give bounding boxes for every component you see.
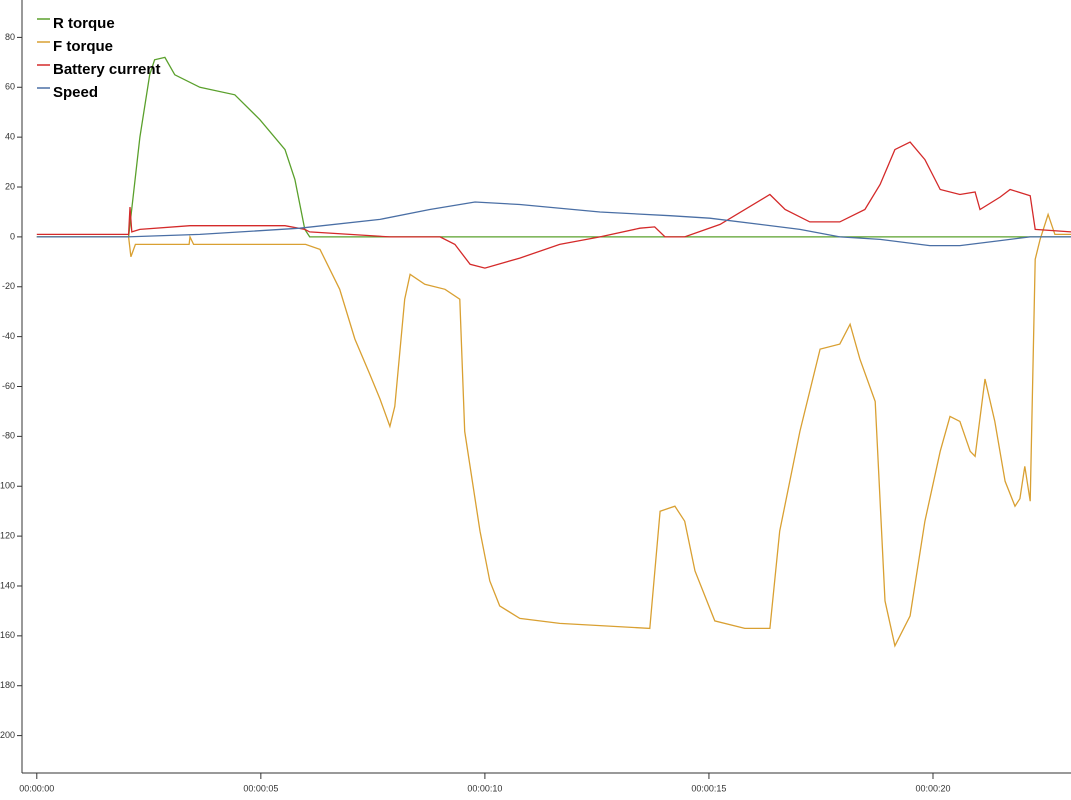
- legend-label: Speed: [53, 84, 98, 101]
- y-tick-label: -100: [0, 481, 15, 491]
- y-tick-label: -180: [0, 680, 15, 690]
- x-tick-label: 00:00:00: [19, 783, 54, 793]
- y-tick-label: 40: [5, 132, 15, 142]
- x-tick-label: 00:00:10: [467, 783, 502, 793]
- series-line: [36, 201, 1071, 247]
- y-tick-label: -160: [0, 630, 15, 640]
- x-tick-label: 00:00:15: [691, 783, 726, 793]
- legend-label: R torque: [53, 15, 115, 32]
- series-line: [36, 56, 1071, 238]
- y-tick-label: 80: [5, 32, 15, 42]
- series-line: [36, 212, 1071, 648]
- x-tick-label: 00:00:20: [915, 783, 950, 793]
- y-tick-label: -200: [0, 730, 15, 740]
- y-tick-label: -60: [2, 381, 15, 391]
- series-line: [36, 141, 1071, 269]
- legend-label: Battery current: [53, 61, 161, 78]
- legend-label: F torque: [53, 38, 113, 55]
- x-tick-label: 00:00:05: [243, 783, 278, 793]
- y-tick-label: -80: [2, 431, 15, 441]
- y-tick-label: 20: [5, 181, 15, 191]
- y-tick-label: -20: [2, 281, 15, 291]
- y-tick-label: 0: [10, 231, 15, 241]
- y-tick-label: 60: [5, 82, 15, 92]
- y-tick-label: -140: [0, 580, 15, 590]
- y-tick-label: -40: [2, 331, 15, 341]
- y-tick-label: -120: [0, 530, 15, 540]
